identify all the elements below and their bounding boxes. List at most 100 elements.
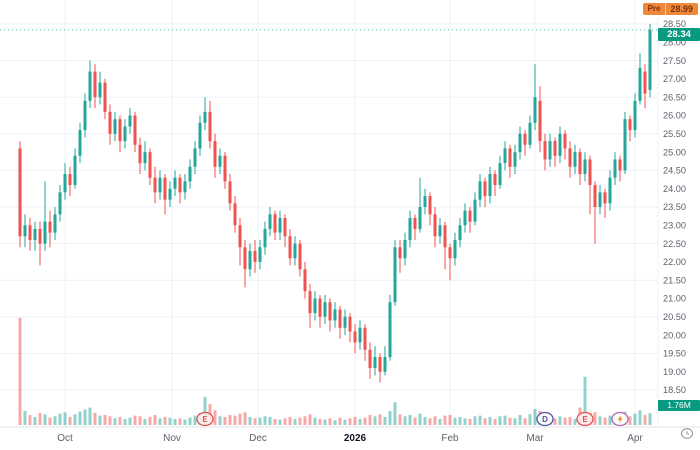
candle (33, 228, 37, 240)
volume-bar (353, 416, 357, 425)
volume-bar (403, 416, 407, 425)
candle (188, 166, 192, 182)
candle (388, 302, 392, 358)
last-price-badge[interactable]: 28.34 (658, 28, 700, 41)
earnings-marker-icon[interactable]: E (196, 411, 214, 427)
price-tick-label: 24.00 (663, 184, 686, 194)
time-axis[interactable]: Oct Nov Dec 2026 Feb Mar Apr (57, 433, 643, 444)
price-tick-label: 19.50 (663, 349, 686, 359)
volume-bar (48, 417, 52, 425)
candle (153, 177, 157, 193)
premarket-price-badge[interactable]: Pre 28.99 (642, 3, 698, 15)
candle (623, 119, 627, 171)
candle (18, 148, 22, 237)
volume-bar (253, 418, 257, 425)
candle (113, 119, 117, 134)
volume-bar (328, 418, 332, 425)
candle (598, 192, 602, 207)
volume-bar (188, 417, 192, 425)
time-tick-label: 2026 (344, 433, 367, 444)
candle (368, 349, 372, 369)
volume-bar (258, 417, 262, 425)
candle (578, 152, 582, 175)
volume-bar (88, 407, 92, 425)
candle (128, 115, 132, 127)
flash-event-marker-icon[interactable] (611, 411, 629, 427)
volume-bar (528, 414, 532, 425)
volume-bar (283, 418, 287, 425)
candle (303, 269, 307, 292)
candle (333, 309, 337, 321)
volume-bar (358, 418, 362, 425)
price-tick-label: 22.00 (663, 257, 686, 267)
volume-bar (558, 416, 562, 425)
volume-bar (138, 416, 142, 425)
candle (93, 71, 97, 98)
candle (558, 133, 562, 156)
clock-icon[interactable] (679, 427, 695, 440)
volume-bar (98, 415, 102, 425)
candle (323, 302, 327, 317)
volume-bar (438, 418, 442, 425)
volume-bar (513, 418, 517, 425)
candle (568, 148, 572, 167)
volume-bar (113, 418, 117, 425)
candle (158, 177, 162, 193)
volume-bar (373, 416, 377, 425)
price-axis[interactable]: 28.50 28.00 27.50 27.00 26.50 26.00 25.50 25.00… (663, 19, 686, 395)
candle (163, 177, 167, 200)
volume-bar (348, 418, 352, 425)
candle (168, 188, 172, 200)
dividend-marker-icon[interactable]: D (536, 411, 554, 427)
candle (48, 221, 52, 233)
volume-bar (53, 416, 57, 425)
volume-bar (628, 416, 632, 425)
candle (378, 357, 382, 372)
time-tick-label: Apr (627, 433, 643, 444)
price-tick-label: 28.00 (663, 38, 686, 48)
candle (593, 185, 597, 207)
volume-bar (128, 417, 132, 425)
earnings-marker-icon[interactable]: E (576, 411, 594, 427)
candle (318, 298, 322, 317)
candle (358, 327, 362, 343)
candle (453, 239, 457, 259)
volume-bar (63, 412, 67, 425)
candle (343, 316, 347, 328)
candle (328, 302, 332, 321)
volume-bar (93, 412, 97, 425)
candle (403, 239, 407, 259)
volume-value-badge[interactable]: 1.76M (658, 400, 700, 411)
candle (103, 82, 107, 112)
candle (98, 82, 102, 98)
candle (478, 181, 482, 200)
volume-bar (478, 415, 482, 425)
volume-bar (238, 413, 242, 425)
volume-bar (158, 418, 162, 425)
volume-bar (308, 414, 312, 425)
volume-bar (153, 414, 157, 425)
price-tick-label: 25.50 (663, 129, 686, 139)
candle (398, 247, 402, 259)
price-tick-label: 23.50 (663, 202, 686, 212)
volume-bar (133, 415, 137, 425)
candle (78, 130, 82, 156)
volume-bar (23, 410, 27, 425)
time-tick-label: Mar (526, 433, 544, 444)
candle (533, 97, 537, 123)
volume-bar (163, 416, 167, 425)
candle (528, 122, 532, 145)
price-tick-label: 20.50 (663, 312, 686, 322)
volume-bar (573, 418, 577, 425)
candle (193, 148, 197, 167)
candle (283, 217, 287, 237)
candle (233, 203, 237, 226)
volume-bar (103, 414, 107, 425)
candle (228, 181, 232, 204)
candle (458, 225, 462, 240)
candle (253, 250, 257, 262)
volume-bar (333, 420, 337, 425)
